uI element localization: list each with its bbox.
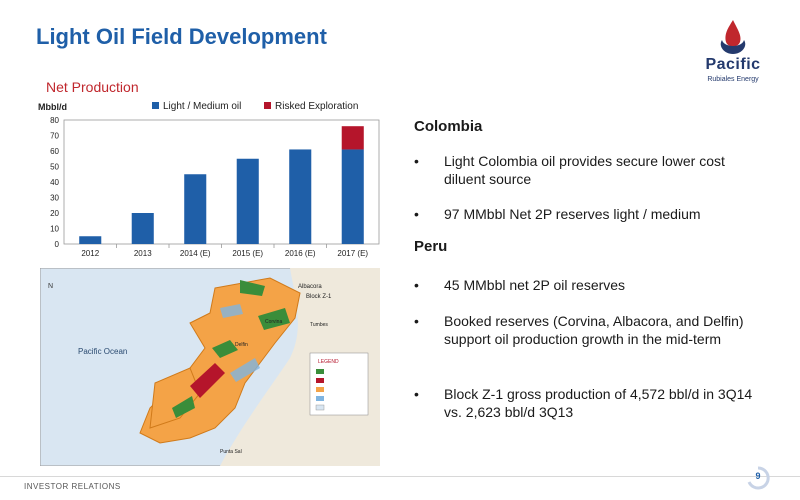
x-tick-label: 2014 (E): [180, 249, 211, 258]
map-ocean-label: Pacific Ocean: [78, 347, 127, 356]
bullet-marker: •: [414, 206, 419, 222]
bar-light-medium-oil: [79, 236, 102, 244]
map-label-punta-sal: Punta Sal: [220, 449, 242, 455]
bullet-marker: •: [414, 277, 419, 293]
plot-frame: [63, 119, 380, 245]
y-tick-label: 0: [55, 240, 60, 249]
heading-peru: Peru: [414, 238, 448, 255]
logo-subtitle: Rubiales Energy: [707, 76, 759, 83]
page-title: Light Oil Field Development: [36, 24, 327, 49]
bar-risked-exploration: [341, 126, 364, 150]
map-legend-title: LEGEND: [318, 359, 339, 365]
x-tick-label: 2012: [81, 249, 99, 258]
y-tick-label: 80: [50, 116, 59, 125]
bullet-marker: •: [414, 313, 419, 329]
bullet-marker: •: [414, 153, 419, 169]
y-tick-label: 20: [50, 209, 59, 218]
map-label-albacora: Albacora: [298, 284, 322, 290]
bar-light-medium-oil: [236, 158, 259, 244]
legend-swatch: [152, 102, 159, 109]
map-label-block-z1: Block Z-1: [306, 294, 332, 300]
y-tick-label: 40: [50, 178, 59, 187]
y-tick-label: 30: [50, 194, 59, 203]
x-tick-label: 2016 (E): [285, 249, 316, 258]
bullet-peru-1: • 45 MMbbl net 2P oil reserves: [414, 277, 626, 293]
map-label-corvina: Corvina: [265, 319, 282, 325]
map-label-tumbes: Tumbes: [310, 322, 328, 328]
y-tick-label: 70: [50, 132, 59, 141]
block-map: Pacific Ocean Albacora Block Z-1 Tumbes …: [40, 268, 380, 466]
bar-light-medium-oil: [131, 213, 154, 244]
map-label-delfin: Delfin: [235, 342, 248, 348]
y-tick-label: 50: [50, 163, 59, 172]
bar-light-medium-oil: [184, 174, 207, 244]
logo-wordmark: Pacific: [705, 56, 761, 73]
bullet-peru-3: • Block Z-1 gross production of 4,572 bb…: [414, 386, 753, 420]
north-arrow-icon: N: [48, 283, 53, 290]
legend-swatch: [264, 102, 271, 109]
bar-light-medium-oil: [341, 149, 364, 244]
bullet-marker: •: [414, 386, 419, 402]
page-number: 9: [746, 466, 770, 490]
x-tick-label: 2013: [134, 249, 152, 258]
footer-investor-relations: Investor Relations: [24, 482, 121, 491]
bullet-colombia-1: • Light Colombia oil provides secure low…: [414, 153, 725, 187]
company-logo: Pacific Rubiales Energy: [688, 16, 778, 96]
bar-light-medium-oil: [289, 149, 312, 244]
heading-colombia: Colombia: [414, 118, 483, 135]
legend-entry: Light / Medium oil: [163, 101, 241, 112]
y-axis-label: Mbbl/d: [38, 102, 67, 112]
y-tick-label: 60: [50, 147, 59, 156]
chart-title: Net Production: [46, 79, 139, 95]
y-tick-label: 10: [50, 225, 59, 234]
x-tick-label: 2017 (E): [337, 249, 368, 258]
footer-divider: [0, 476, 800, 477]
legend-entry: Risked Exploration: [275, 101, 358, 112]
net-production-chart: Mbbl/d 0 10 20 30 40 50 60 70 80 2012 2013 2014 (E) 2…: [38, 101, 380, 258]
bullet-peru-2: • Booked reserves (Corvina, Albacora, an…: [414, 313, 744, 347]
bullet-colombia-2: • 97 MMbbl Net 2P reserves light / mediu…: [414, 206, 701, 222]
x-tick-label: 2015 (E): [232, 249, 263, 258]
